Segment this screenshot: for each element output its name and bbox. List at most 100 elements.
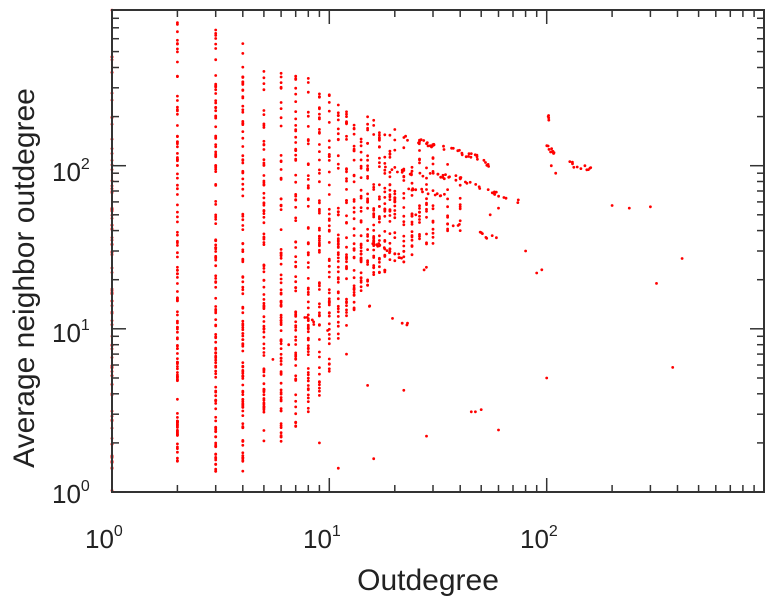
data-point-730 [306, 344, 310, 347]
data-point-727 [306, 242, 310, 246]
data-point-1381 [371, 242, 375, 246]
data-point-166 [176, 456, 179, 460]
data-point-648 [294, 129, 298, 133]
data-point-1118 [383, 240, 387, 243]
data-point-407 [241, 328, 245, 332]
data-point-1006 [359, 150, 363, 154]
data-point-1318 [441, 173, 445, 177]
data-point-785 [318, 313, 321, 317]
data-point-223 [214, 264, 218, 268]
data-point-1278 [425, 141, 429, 145]
data-point-1044 [366, 192, 369, 196]
data-point-975 [352, 291, 356, 294]
data-point-225 [214, 250, 218, 253]
data-point-1411 [579, 167, 583, 171]
data-point-817 [327, 109, 331, 113]
data-point-272 [214, 372, 218, 376]
data-point-887 [336, 307, 340, 311]
data-point-472 [262, 82, 266, 85]
data-point-367 [241, 397, 245, 401]
data-point-153 [176, 230, 179, 234]
data-point-796 [318, 235, 321, 238]
data-point-1433 [524, 249, 527, 253]
data-point-998 [359, 242, 363, 246]
data-point-190 [176, 187, 179, 191]
data-point-150 [176, 164, 179, 167]
data-point-612 [279, 262, 283, 266]
data-point-539 [279, 124, 283, 128]
data-point-660 [294, 310, 298, 314]
data-point-206 [176, 375, 179, 379]
data-point-207 [176, 313, 179, 317]
data-point-683 [294, 77, 298, 81]
data-point-252 [214, 246, 218, 250]
data-point-359 [241, 349, 245, 353]
data-point-762 [318, 226, 321, 230]
data-point-1263 [446, 227, 449, 231]
data-point-600 [279, 208, 283, 212]
data-point-184 [176, 298, 179, 301]
data-point-480 [262, 405, 266, 409]
data-point-1228 [418, 214, 421, 218]
data-point-1184 [402, 196, 406, 200]
data-point-415 [241, 242, 245, 245]
data-point-618 [294, 100, 298, 103]
data-point-1061 [372, 265, 376, 269]
data-point-550 [279, 396, 283, 399]
data-point-948 [352, 234, 356, 237]
data-point-595 [279, 391, 283, 394]
data-point-837 [327, 291, 331, 295]
data-point-1009 [359, 194, 363, 198]
data-point-888 [336, 332, 340, 336]
data-point-1098 [378, 137, 381, 141]
data-point-497 [262, 298, 266, 301]
data-point-525 [262, 397, 266, 400]
data-point-1447 [366, 384, 369, 387]
data-point-390 [241, 280, 245, 284]
data-point-1297 [442, 148, 446, 151]
data-point-1201 [410, 253, 414, 257]
data-point-596 [279, 107, 283, 110]
data-point-1125 [383, 230, 387, 233]
data-point-820 [327, 369, 331, 373]
data-point-1442 [649, 205, 652, 209]
data-point-522 [262, 243, 266, 247]
data-point-1300 [404, 134, 407, 138]
data-point-639 [294, 92, 298, 96]
data-point-665 [294, 219, 298, 223]
data-point-593 [279, 300, 283, 303]
data-point-325 [214, 361, 218, 365]
data-point-529 [262, 161, 266, 165]
data-point-997 [359, 220, 363, 224]
data-point-1088 [378, 205, 381, 208]
data-point-609 [279, 319, 283, 322]
data-point-1039 [366, 283, 369, 287]
data-point-768 [318, 228, 321, 232]
data-point-521 [262, 327, 266, 330]
data-point-428 [241, 426, 245, 429]
data-point-347 [241, 319, 245, 323]
data-point-1212 [410, 230, 414, 234]
data-point-671 [294, 289, 298, 293]
data-point-812 [327, 183, 331, 187]
data-point-1310 [475, 153, 479, 157]
data-point-1438 [554, 171, 558, 175]
data-point-544 [279, 431, 283, 435]
data-point-430 [241, 389, 245, 393]
data-point-1376 [478, 230, 482, 234]
data-point-1120 [383, 190, 387, 194]
data-point-237 [214, 109, 218, 113]
data-point-668 [294, 260, 298, 264]
data-point-590 [279, 256, 283, 260]
data-point-748 [306, 350, 310, 353]
data-point-958 [352, 173, 356, 177]
data-point-1429 [431, 220, 435, 224]
data-point-512 [262, 237, 266, 241]
data-point-317 [214, 114, 218, 118]
data-point-786 [318, 168, 321, 172]
data-point-496 [262, 320, 266, 323]
data-point-1012 [359, 258, 363, 262]
data-point-329 [214, 42, 218, 46]
data-point-1440 [610, 204, 614, 207]
data-point-1431 [488, 213, 492, 217]
